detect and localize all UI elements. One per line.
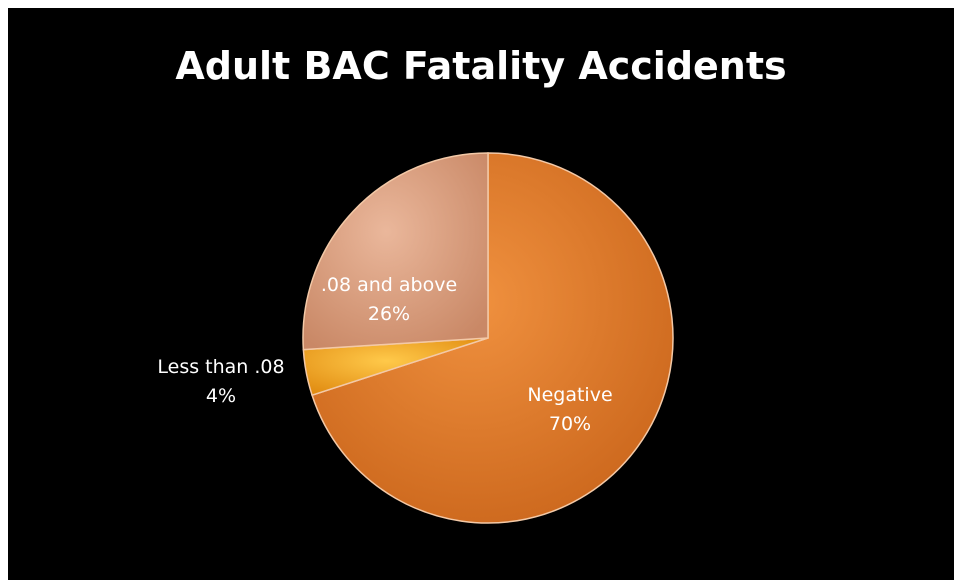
pie-chart: Negative 70% Less than .08 4% .08 and above 2… — [157, 152, 674, 524]
chart-title: Adult BAC Fatality Accidents — [175, 44, 787, 88]
pie-slices — [302, 152, 674, 524]
slice-name-label: Negative — [527, 384, 612, 406]
slice-name-label: .08 and above — [321, 274, 457, 296]
chart-frame: Adult BAC Fatality Accidents Negative 70%… — [8, 8, 954, 580]
slice-value-label: 26% — [368, 303, 410, 325]
pie-labels: Negative 70% Less than .08 4% .08 and above 2… — [157, 274, 612, 435]
slice-name-label: Less than .08 — [157, 356, 284, 378]
pie-slice-negative — [311, 152, 674, 524]
pie-slice-08-and-above — [302, 152, 489, 351]
slice-value-label: 4% — [206, 385, 236, 407]
slice-value-label: 70% — [549, 413, 591, 435]
